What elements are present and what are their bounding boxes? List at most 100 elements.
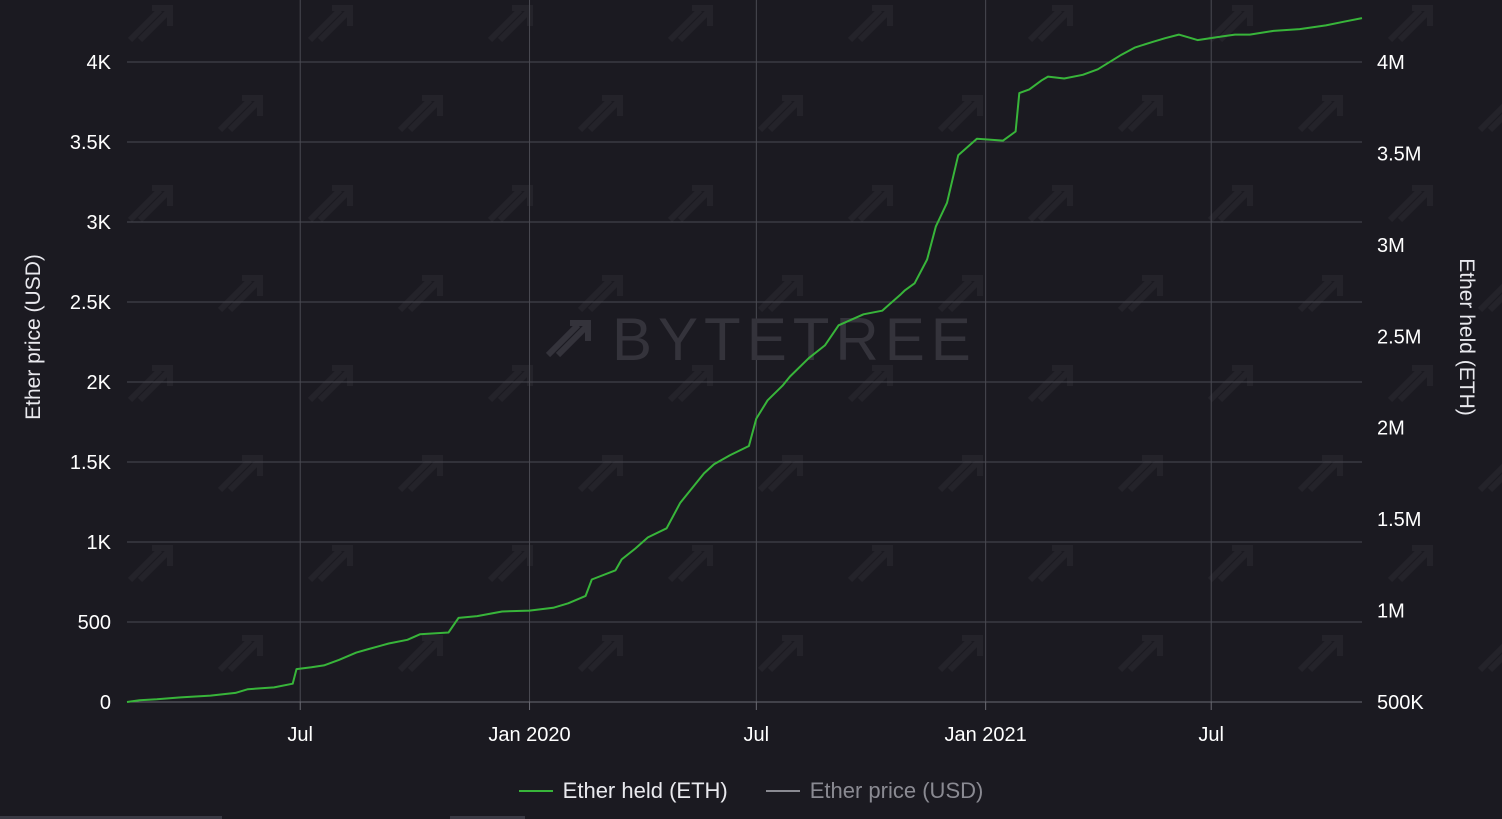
watermark-arrow-icon: [1117, 275, 1163, 313]
watermark-arrow-icon: [1117, 95, 1163, 133]
watermark-arrow-icon: [1387, 5, 1433, 43]
right-tick-label: 3.5M: [1377, 143, 1421, 165]
legend-label-eth: Ether held (ETH): [562, 778, 728, 803]
left-tick-label: 500: [78, 612, 111, 634]
left-tick-label: 2.5K: [70, 292, 112, 314]
right-y-axis: 500K 1M 1.5M 2M 2.5M 3M 3.5M 4M: [1377, 52, 1424, 714]
watermark-arrow-icon: [1207, 185, 1253, 223]
watermark-arrow-icon: [1297, 95, 1343, 133]
watermark-arrow-icon: [1207, 545, 1253, 583]
watermark-arrow-icon: [847, 545, 893, 583]
bytetree-logo-icon: [545, 320, 591, 358]
watermark-arrow-icon: [577, 275, 623, 313]
watermark-arrow-icon: [127, 365, 173, 403]
watermark-arrow-icon: [1207, 365, 1253, 403]
watermark-arrow-icon: [217, 275, 263, 313]
legend: Ether held (ETH) Ether price (USD): [0, 778, 1502, 804]
chart-canvas: BYTETREE 0 500 1K 1.5K 2K 2.5K 3K 3.5K 4K 500K 1M…: [22, 0, 1502, 746]
watermark-arrow-icon: [1027, 185, 1073, 223]
watermark-arrow-icon: [1027, 5, 1073, 43]
watermark-text: BYTETREE: [612, 306, 977, 373]
legend-item-ether-held[interactable]: Ether held (ETH): [518, 778, 728, 804]
watermark-arrow-icon: [1117, 455, 1163, 493]
legend-swatch-eth: [518, 790, 553, 792]
watermark-arrow-icon: [577, 455, 623, 493]
right-tick-label: 500K: [1377, 692, 1424, 714]
watermark-arrow-icon: [667, 545, 713, 583]
watermark-arrow-icon: [757, 455, 803, 493]
watermark-arrow-icon: [1387, 365, 1433, 403]
watermark-arrow-icon: [937, 635, 983, 673]
watermark-arrow-icon: [757, 635, 803, 673]
right-tick-label: 1M: [1377, 601, 1405, 623]
watermark-arrow-icon: [397, 275, 443, 313]
watermark-arrow-icon: [1477, 275, 1502, 313]
watermark-arrow-icon: [307, 365, 353, 403]
right-tick-label: 2M: [1377, 418, 1405, 440]
watermark-arrow-icon: [127, 185, 173, 223]
watermark-arrow-icon: [487, 5, 533, 43]
watermark-arrow-icon: [127, 545, 173, 583]
right-tick-label: 3M: [1377, 235, 1405, 257]
watermark-arrow-icon: [217, 455, 263, 493]
series-layer: [126, 17, 1363, 703]
watermark-arrow-icon: [397, 635, 443, 673]
watermark-arrow-icon: [847, 185, 893, 223]
watermark-arrow-icon: [667, 185, 713, 223]
watermark-arrow-icon: [667, 365, 713, 403]
watermark-arrow-icon: [1297, 275, 1343, 313]
watermark-arrow-icon: [487, 365, 533, 403]
watermark-arrow-icon: [1297, 635, 1343, 673]
watermark-arrow-icon: [1477, 635, 1502, 673]
watermark-arrow-icon: [847, 365, 893, 403]
x-tick-label: Jan 2020: [488, 724, 570, 746]
x-tick-label: Jan 2021: [944, 724, 1026, 746]
left-tick-label: 2K: [87, 372, 112, 394]
right-axis-title: Ether held (ETH): [1455, 258, 1478, 416]
watermark-pattern: [127, 5, 1502, 673]
watermark-arrow-icon: [1387, 545, 1433, 583]
scrollbar-track: [0, 816, 222, 819]
watermark-arrow-icon: [1027, 545, 1073, 583]
x-tick-label: Jul: [1198, 724, 1224, 746]
left-tick-label: 1K: [87, 532, 112, 554]
watermark-arrow-icon: [1117, 635, 1163, 673]
legend-swatch-price: [765, 790, 800, 792]
left-tick-label: 4K: [87, 52, 112, 74]
watermark-arrow-icon: [397, 95, 443, 133]
watermark-arrow-icon: [1207, 5, 1253, 43]
right-tick-label: 1.5M: [1377, 509, 1421, 531]
watermark-arrow-icon: [847, 5, 893, 43]
watermark-arrow-icon: [307, 185, 353, 223]
x-tick-label: Jul: [287, 724, 313, 746]
grid-lines: [127, 0, 1362, 703]
left-axis-title: Ether price (USD): [22, 254, 45, 420]
watermark-arrow-icon: [217, 635, 263, 673]
watermark-arrow-icon: [127, 5, 173, 43]
watermark-arrow-icon: [937, 95, 983, 133]
left-tick-label: 3K: [87, 212, 112, 234]
watermark-arrow-icon: [577, 635, 623, 673]
watermark-arrow-icon: [307, 545, 353, 583]
series-line-ether-held: [126, 17, 1363, 703]
scrollbar-thumb[interactable]: [450, 816, 525, 819]
bytetree-watermark: BYTETREE: [545, 306, 977, 373]
watermark-arrow-icon: [217, 95, 263, 133]
right-tick-label: 2.5M: [1377, 326, 1421, 348]
right-tick-label: 4M: [1377, 52, 1405, 74]
left-tick-label: 1.5K: [70, 452, 112, 474]
left-tick-label: 3.5K: [70, 132, 112, 154]
watermark-arrow-icon: [937, 275, 983, 313]
x-tick-label: Jul: [744, 724, 770, 746]
watermark-arrow-icon: [1297, 455, 1343, 493]
watermark-arrow-icon: [1477, 455, 1502, 493]
left-y-axis: 0 500 1K 1.5K 2K 2.5K 3K 3.5K 4K: [70, 52, 112, 714]
legend-item-ether-price[interactable]: Ether price (USD): [765, 778, 984, 804]
watermark-arrow-icon: [1387, 185, 1433, 223]
legend-label-price: Ether price (USD): [809, 778, 984, 803]
watermark-arrow-icon: [937, 455, 983, 493]
watermark-arrow-icon: [487, 185, 533, 223]
watermark-arrow-icon: [487, 545, 533, 583]
x-axis: Jul Jan 2020 Jul Jan 2021 Jul: [287, 702, 1224, 746]
watermark-arrow-icon: [577, 95, 623, 133]
